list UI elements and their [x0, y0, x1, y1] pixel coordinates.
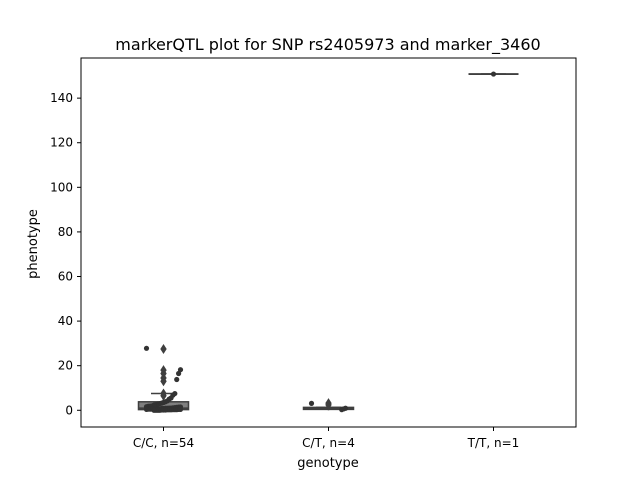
y-tick-label: 100: [50, 180, 73, 194]
outlier-marker: [160, 343, 167, 354]
y-axis-label: phenotype: [26, 209, 41, 279]
y-tick-label: 80: [58, 225, 73, 239]
x-tick-label: C/C, n=54: [133, 436, 194, 450]
data-point: [339, 407, 345, 413]
outlier-marker: [160, 376, 167, 387]
axes: 0 20 40 60 80 100 120 140 C/C, n=54 C/T, n=4 T/T, …: [50, 57, 577, 450]
data-point: [143, 406, 150, 412]
data-point: [143, 345, 150, 351]
y-tick-label: 140: [50, 91, 73, 105]
data-point: [174, 376, 180, 383]
data-point: [176, 370, 182, 377]
y-tick-label: 0: [65, 403, 73, 417]
chart-title: markerQTL plot for SNP rs2405973 and mar…: [115, 35, 540, 55]
x-tick-label: T/T, n=1: [467, 436, 520, 450]
y-tick-label: 120: [50, 136, 73, 150]
plot-frame: [80, 57, 577, 428]
x-tick-label: C/T, n=4: [302, 436, 355, 450]
y-tick-label: 20: [58, 359, 73, 373]
data-point: [308, 400, 315, 406]
x-axis-label: genotype: [297, 456, 358, 471]
data-point: [490, 71, 497, 77]
data-point: [151, 407, 157, 413]
outlier-marker: [160, 390, 167, 401]
outlier-marker: [325, 399, 332, 410]
y-tick-label: 60: [58, 270, 73, 284]
plot-area: [137, 71, 519, 413]
y-tick-label: 40: [58, 314, 73, 328]
